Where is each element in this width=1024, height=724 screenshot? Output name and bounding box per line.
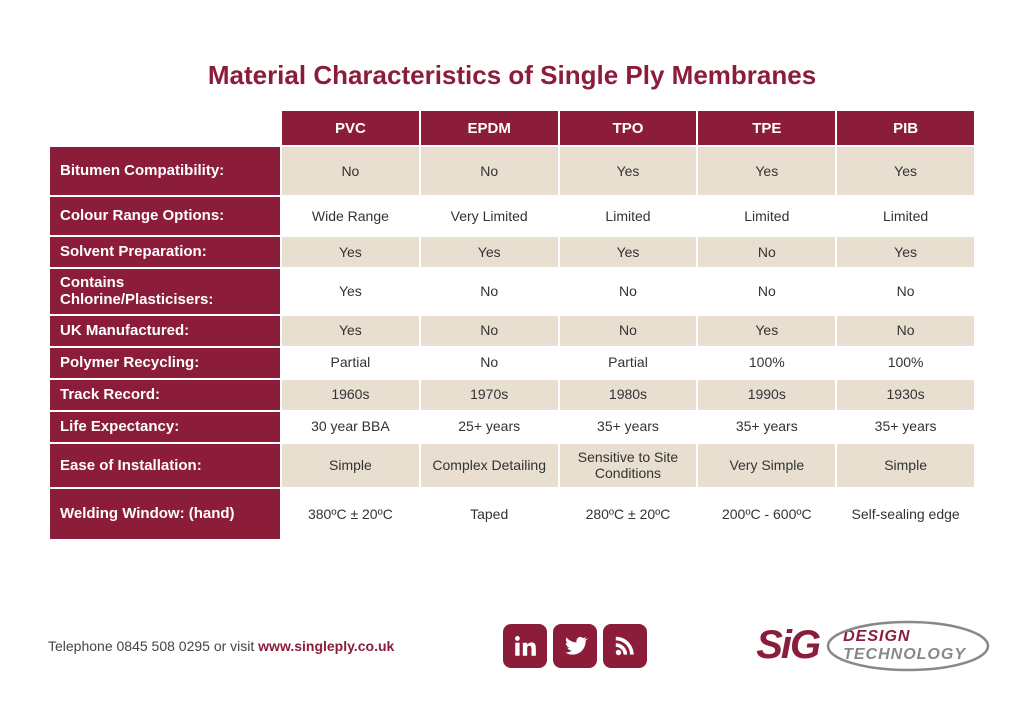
logo-block: SiG DESIGN TECHNOLOGY	[756, 623, 976, 668]
table-cell: Yes	[560, 237, 697, 267]
table-row: Track Record:1960s1970s1980s1990s1930s	[50, 380, 974, 410]
rss-icon[interactable]	[603, 624, 647, 668]
table-cell: Yes	[560, 147, 697, 195]
table-row: Life Expectancy:30 year BBA25+ years35+ …	[50, 412, 974, 442]
row-label: Track Record:	[50, 380, 280, 410]
table-cell: Taped	[421, 489, 558, 539]
design-technology-logo: DESIGN TECHNOLOGY	[827, 624, 976, 668]
table-cell: 1980s	[560, 380, 697, 410]
table-row: Colour Range Options:Wide RangeVery Limi…	[50, 197, 974, 235]
row-label: UK Manufactured:	[50, 316, 280, 346]
social-icons	[503, 624, 647, 668]
table-cell: Sensitive to Site Conditions	[560, 444, 697, 488]
col-head-tpo: TPO	[560, 111, 697, 145]
table-cell: No	[560, 269, 697, 314]
table-cell: Partial	[560, 348, 697, 378]
row-label: Polymer Recycling:	[50, 348, 280, 378]
table-row: Bitumen Compatibility:NoNoYesYesYes	[50, 147, 974, 195]
table-cell: Yes	[421, 237, 558, 267]
table-cell: No	[837, 316, 974, 346]
page-title: Material Characteristics of Single Ply M…	[48, 60, 976, 91]
table-cell: Self-sealing edge	[837, 489, 974, 539]
table-cell: 1960s	[282, 380, 419, 410]
table-cell: Yes	[282, 237, 419, 267]
contact-prefix: Telephone 0845 508 0295 or visit	[48, 638, 258, 654]
table-row: Polymer Recycling:PartialNoPartial100%10…	[50, 348, 974, 378]
table-cell: Very Limited	[421, 197, 558, 235]
row-label: Contains Chlorine/Plasticisers:	[50, 269, 280, 314]
logo-technology-text: TECHNOLOGY	[843, 646, 966, 664]
table-row: UK Manufactured:YesNoNoYesNo	[50, 316, 974, 346]
table-cell: 100%	[837, 348, 974, 378]
table-cell: No	[698, 269, 835, 314]
table-row: Contains Chlorine/Plasticisers:YesNoNoNo…	[50, 269, 974, 314]
table-cell: 200ºC - 600ºC	[698, 489, 835, 539]
footer: Telephone 0845 508 0295 or visit www.sin…	[48, 623, 976, 668]
table-cell: 1990s	[698, 380, 835, 410]
table-cell: No	[421, 147, 558, 195]
table-cell: Partial	[282, 348, 419, 378]
table-row: Solvent Preparation:YesYesYesNoYes	[50, 237, 974, 267]
table-body: Bitumen Compatibility:NoNoYesYesYesColou…	[50, 147, 974, 539]
characteristics-table: PVC EPDM TPO TPE PIB Bitumen Compatibili…	[48, 109, 976, 541]
table-cell: 25+ years	[421, 412, 558, 442]
contact-line: Telephone 0845 508 0295 or visit www.sin…	[48, 638, 394, 654]
table-cell: 280ºC ± 20ºC	[560, 489, 697, 539]
col-head-pib: PIB	[837, 111, 974, 145]
table-cell: No	[560, 316, 697, 346]
table-cell: 35+ years	[698, 412, 835, 442]
table-cell: 100%	[698, 348, 835, 378]
row-label: Colour Range Options:	[50, 197, 280, 235]
col-head-epdm: EPDM	[421, 111, 558, 145]
table-cell: Simple	[837, 444, 974, 488]
table-cell: No	[698, 237, 835, 267]
table-row: Welding Window: (hand)380ºC ± 20ºCTaped2…	[50, 489, 974, 539]
table-cell: Yes	[282, 316, 419, 346]
table-cell: Complex Detailing	[421, 444, 558, 488]
linkedin-icon[interactable]	[503, 624, 547, 668]
table-cell: No	[837, 269, 974, 314]
table-header-row: PVC EPDM TPO TPE PIB	[50, 111, 974, 145]
table-cell: Limited	[698, 197, 835, 235]
row-label: Ease of Installation:	[50, 444, 280, 488]
table-cell: Very Simple	[698, 444, 835, 488]
table-cell: 1930s	[837, 380, 974, 410]
table-cell: No	[421, 316, 558, 346]
table-cell: 35+ years	[560, 412, 697, 442]
table-row: Ease of Installation:SimpleComplex Detai…	[50, 444, 974, 488]
table-cell: No	[421, 269, 558, 314]
row-label: Solvent Preparation:	[50, 237, 280, 267]
table-cell: Yes	[698, 147, 835, 195]
contact-url[interactable]: www.singleply.co.uk	[258, 638, 394, 654]
table-cell: Yes	[698, 316, 835, 346]
table-cell: Yes	[837, 147, 974, 195]
table-cell: 380ºC ± 20ºC	[282, 489, 419, 539]
twitter-icon[interactable]	[553, 624, 597, 668]
table-cell: Yes	[282, 269, 419, 314]
row-label: Life Expectancy:	[50, 412, 280, 442]
logo-design-text: DESIGN	[843, 628, 966, 646]
row-label: Welding Window: (hand)	[50, 489, 280, 539]
table-cell: Limited	[837, 197, 974, 235]
table-cell: Simple	[282, 444, 419, 488]
sig-logo: SiG	[756, 623, 819, 668]
table-cell: Wide Range	[282, 197, 419, 235]
corner-cell	[50, 111, 280, 145]
row-label: Bitumen Compatibility:	[50, 147, 280, 195]
table-cell: 1970s	[421, 380, 558, 410]
table-cell: No	[421, 348, 558, 378]
table-cell: No	[282, 147, 419, 195]
table-cell: 35+ years	[837, 412, 974, 442]
table-cell: Yes	[837, 237, 974, 267]
col-head-pvc: PVC	[282, 111, 419, 145]
col-head-tpe: TPE	[698, 111, 835, 145]
table-cell: 30 year BBA	[282, 412, 419, 442]
table-cell: Limited	[560, 197, 697, 235]
